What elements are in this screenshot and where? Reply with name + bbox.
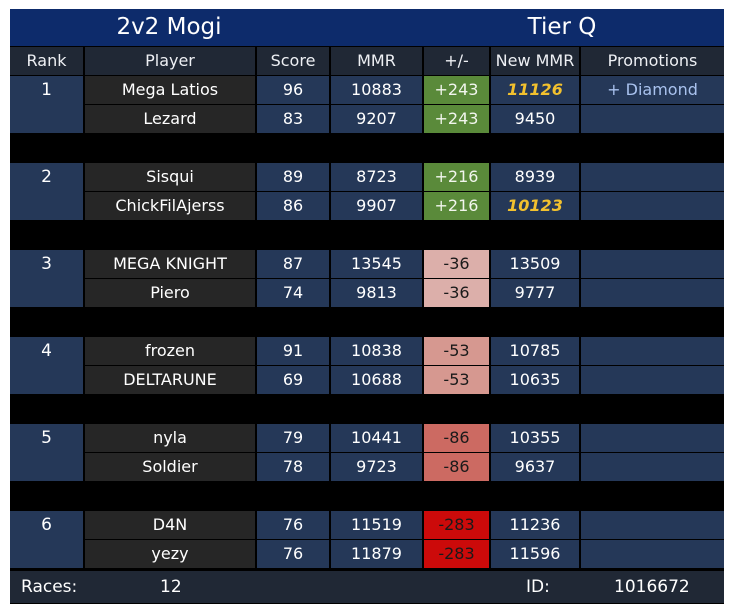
player-new-mmr: 11596 xyxy=(491,540,579,568)
team-rank: 3 xyxy=(10,250,83,307)
team-rank: 6 xyxy=(10,511,83,568)
mogi-id: 1016672 xyxy=(614,577,690,597)
player-name: Soldier xyxy=(85,453,255,481)
player-mmr: 9907 xyxy=(331,192,422,220)
header-player: Player xyxy=(85,47,255,75)
mmr-change: -86 xyxy=(424,453,489,481)
player-new-mmr: 10635 xyxy=(491,366,579,394)
team-rank: 2 xyxy=(10,163,83,220)
player-score: 87 xyxy=(257,250,329,278)
mmr-change: +216 xyxy=(424,163,489,191)
player-name: DELTARUNE xyxy=(85,366,255,394)
player-mmr: 11519 xyxy=(331,511,422,539)
player-name: Mega Latios xyxy=(85,76,255,104)
player-promotion xyxy=(581,366,724,394)
player-score: 96 xyxy=(257,76,329,104)
mogi-results-table: 2v2 Mogi Tier Q Rank Player Score MMR +/… xyxy=(10,9,724,604)
mmr-change: +216 xyxy=(424,192,489,220)
player-new-mmr: 10785 xyxy=(491,337,579,365)
races-label: Races: xyxy=(21,577,78,597)
tier-title: Tier Q xyxy=(527,14,597,40)
header-mmr: MMR xyxy=(331,47,422,75)
mmr-change: -36 xyxy=(424,250,489,278)
player-score: 83 xyxy=(257,105,329,133)
player-promotion xyxy=(581,511,724,539)
header-promotions: Promotions xyxy=(581,47,724,75)
player-name: nyla xyxy=(85,424,255,452)
player-new-mmr: 13509 xyxy=(491,250,579,278)
column-headers: Rank Player Score MMR +/- New MMR Promot… xyxy=(10,47,724,75)
player-score: 76 xyxy=(257,511,329,539)
player-score: 86 xyxy=(257,192,329,220)
player-promotion xyxy=(581,453,724,481)
player-promotion xyxy=(581,540,724,568)
player-name: D4N xyxy=(85,511,255,539)
player-score: 69 xyxy=(257,366,329,394)
mmr-change: -86 xyxy=(424,424,489,452)
player-score: 74 xyxy=(257,279,329,307)
player-promotion: + Diamond xyxy=(581,76,724,104)
mmr-change: -53 xyxy=(424,337,489,365)
footer-bar: Races: 12 ID: 1016672 xyxy=(10,571,724,603)
id-label: ID: xyxy=(526,577,550,597)
mmr-change: +243 xyxy=(424,76,489,104)
mmr-change: -283 xyxy=(424,511,489,539)
header-new-mmr: New MMR xyxy=(491,47,579,75)
player-mmr: 10688 xyxy=(331,366,422,394)
player-new-mmr: 9450 xyxy=(491,105,579,133)
team-rank: 4 xyxy=(10,337,83,394)
player-new-mmr: 9777 xyxy=(491,279,579,307)
player-score: 79 xyxy=(257,424,329,452)
player-score: 91 xyxy=(257,337,329,365)
player-promotion xyxy=(581,192,724,220)
player-mmr: 10838 xyxy=(331,337,422,365)
player-mmr: 10441 xyxy=(331,424,422,452)
mmr-change: +243 xyxy=(424,105,489,133)
player-promotion xyxy=(581,250,724,278)
player-new-mmr: 10123 xyxy=(491,192,579,220)
player-new-mmr: 11236 xyxy=(491,511,579,539)
player-mmr: 9723 xyxy=(331,453,422,481)
player-mmr: 8723 xyxy=(331,163,422,191)
player-new-mmr: 9637 xyxy=(491,453,579,481)
races-count: 12 xyxy=(160,577,182,597)
player-promotion xyxy=(581,279,724,307)
mode-title: 2v2 Mogi xyxy=(116,14,222,40)
player-name: yezy xyxy=(85,540,255,568)
player-name: ChickFilAjerss xyxy=(85,192,255,220)
player-mmr: 9207 xyxy=(331,105,422,133)
player-name: frozen xyxy=(85,337,255,365)
player-mmr: 13545 xyxy=(331,250,422,278)
header-score: Score xyxy=(257,47,329,75)
player-name: Lezard xyxy=(85,105,255,133)
player-score: 78 xyxy=(257,453,329,481)
player-new-mmr: 11126 xyxy=(491,76,579,104)
player-new-mmr: 8939 xyxy=(491,163,579,191)
mmr-change: -36 xyxy=(424,279,489,307)
player-promotion xyxy=(581,163,724,191)
player-score: 76 xyxy=(257,540,329,568)
header-delta: +/- xyxy=(424,47,489,75)
title-bar: 2v2 Mogi Tier Q xyxy=(10,9,724,46)
player-mmr: 11879 xyxy=(331,540,422,568)
player-name: Sisqui xyxy=(85,163,255,191)
player-score: 89 xyxy=(257,163,329,191)
player-promotion xyxy=(581,424,724,452)
player-promotion xyxy=(581,337,724,365)
player-mmr: 10883 xyxy=(331,76,422,104)
player-name: MEGA KNIGHT xyxy=(85,250,255,278)
mmr-change: -53 xyxy=(424,366,489,394)
player-new-mmr: 10355 xyxy=(491,424,579,452)
team-rank: 5 xyxy=(10,424,83,481)
header-rank: Rank xyxy=(10,47,83,75)
player-name: Piero xyxy=(85,279,255,307)
player-promotion xyxy=(581,105,724,133)
mmr-change: -283 xyxy=(424,540,489,568)
player-mmr: 9813 xyxy=(331,279,422,307)
team-rank: 1 xyxy=(10,76,83,133)
